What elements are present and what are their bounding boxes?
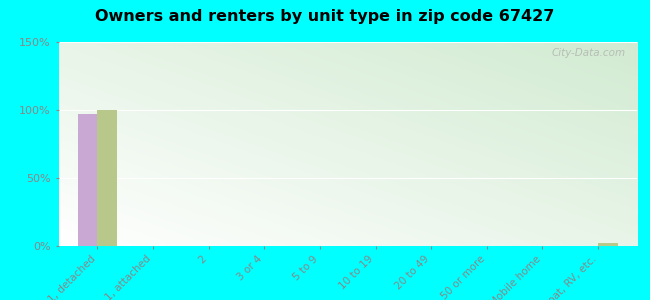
Bar	[78, 114, 98, 246]
Text: City-Data.com: City-Data.com	[551, 48, 625, 58]
Bar	[598, 243, 618, 246]
Bar	[98, 110, 117, 246]
Text: Owners and renters by unit type in zip code 67427: Owners and renters by unit type in zip c…	[96, 9, 554, 24]
